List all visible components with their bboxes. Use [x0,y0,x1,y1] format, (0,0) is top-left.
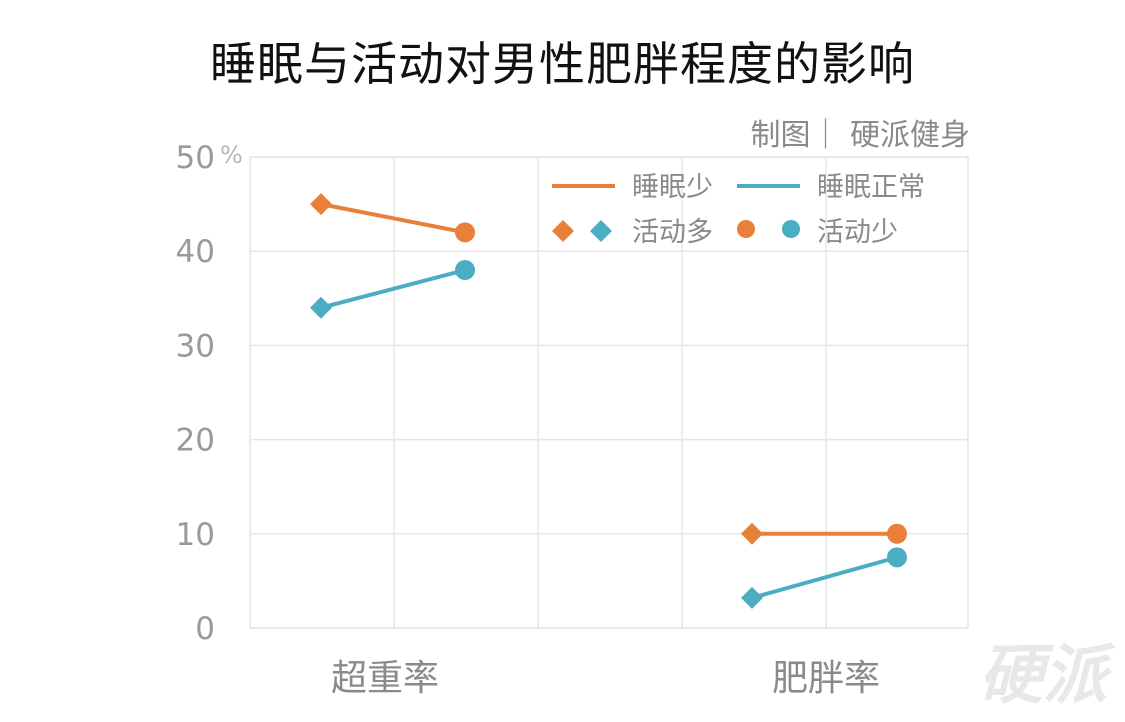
series-line [320,268,466,310]
y-tick-label: 40 [176,234,215,270]
y-axis: 0 10 20 30 40 50% [176,140,243,647]
circle-marker [887,523,907,544]
diamond-marker [590,220,612,242]
x-axis: 超重率 肥胖率 [331,658,880,699]
y-tick-label: 50 [176,140,215,176]
legend-label: 活动少 [817,217,898,248]
legend-label: 活动多 [632,217,713,248]
circle-marker [455,260,475,281]
series-line [751,555,898,600]
circle-marker [782,220,800,238]
y-tick-label: 20 [176,423,215,459]
chart-grid [249,156,969,629]
diamond-marker [552,220,574,242]
x-tick-label: 肥胖率 [772,658,880,699]
series-line [320,202,466,235]
y-tick-label: 10 [176,517,215,553]
x-tick-label: 超重率 [331,658,439,699]
chart-title: 睡眠与活动对男性肥胖程度的影响 [210,37,915,91]
legend-label: 睡眠正常 [817,172,925,203]
circle-marker [887,547,907,568]
watermark-logo: 硬派 [979,639,1107,713]
circle-marker [455,222,475,243]
diamond-marker [741,522,763,545]
diamond-marker [741,586,763,609]
y-tick-label: 30 [176,328,215,364]
y-tick-label: 0 [195,611,215,647]
y-unit-label: % [220,141,243,169]
diamond-marker [310,193,332,216]
circle-marker [737,220,755,238]
diamond-marker [310,296,332,319]
chart-series [310,193,907,609]
legend-label: 睡眠少 [632,172,713,203]
chart-credit: 制图｜ 硬派健身 [750,118,970,153]
